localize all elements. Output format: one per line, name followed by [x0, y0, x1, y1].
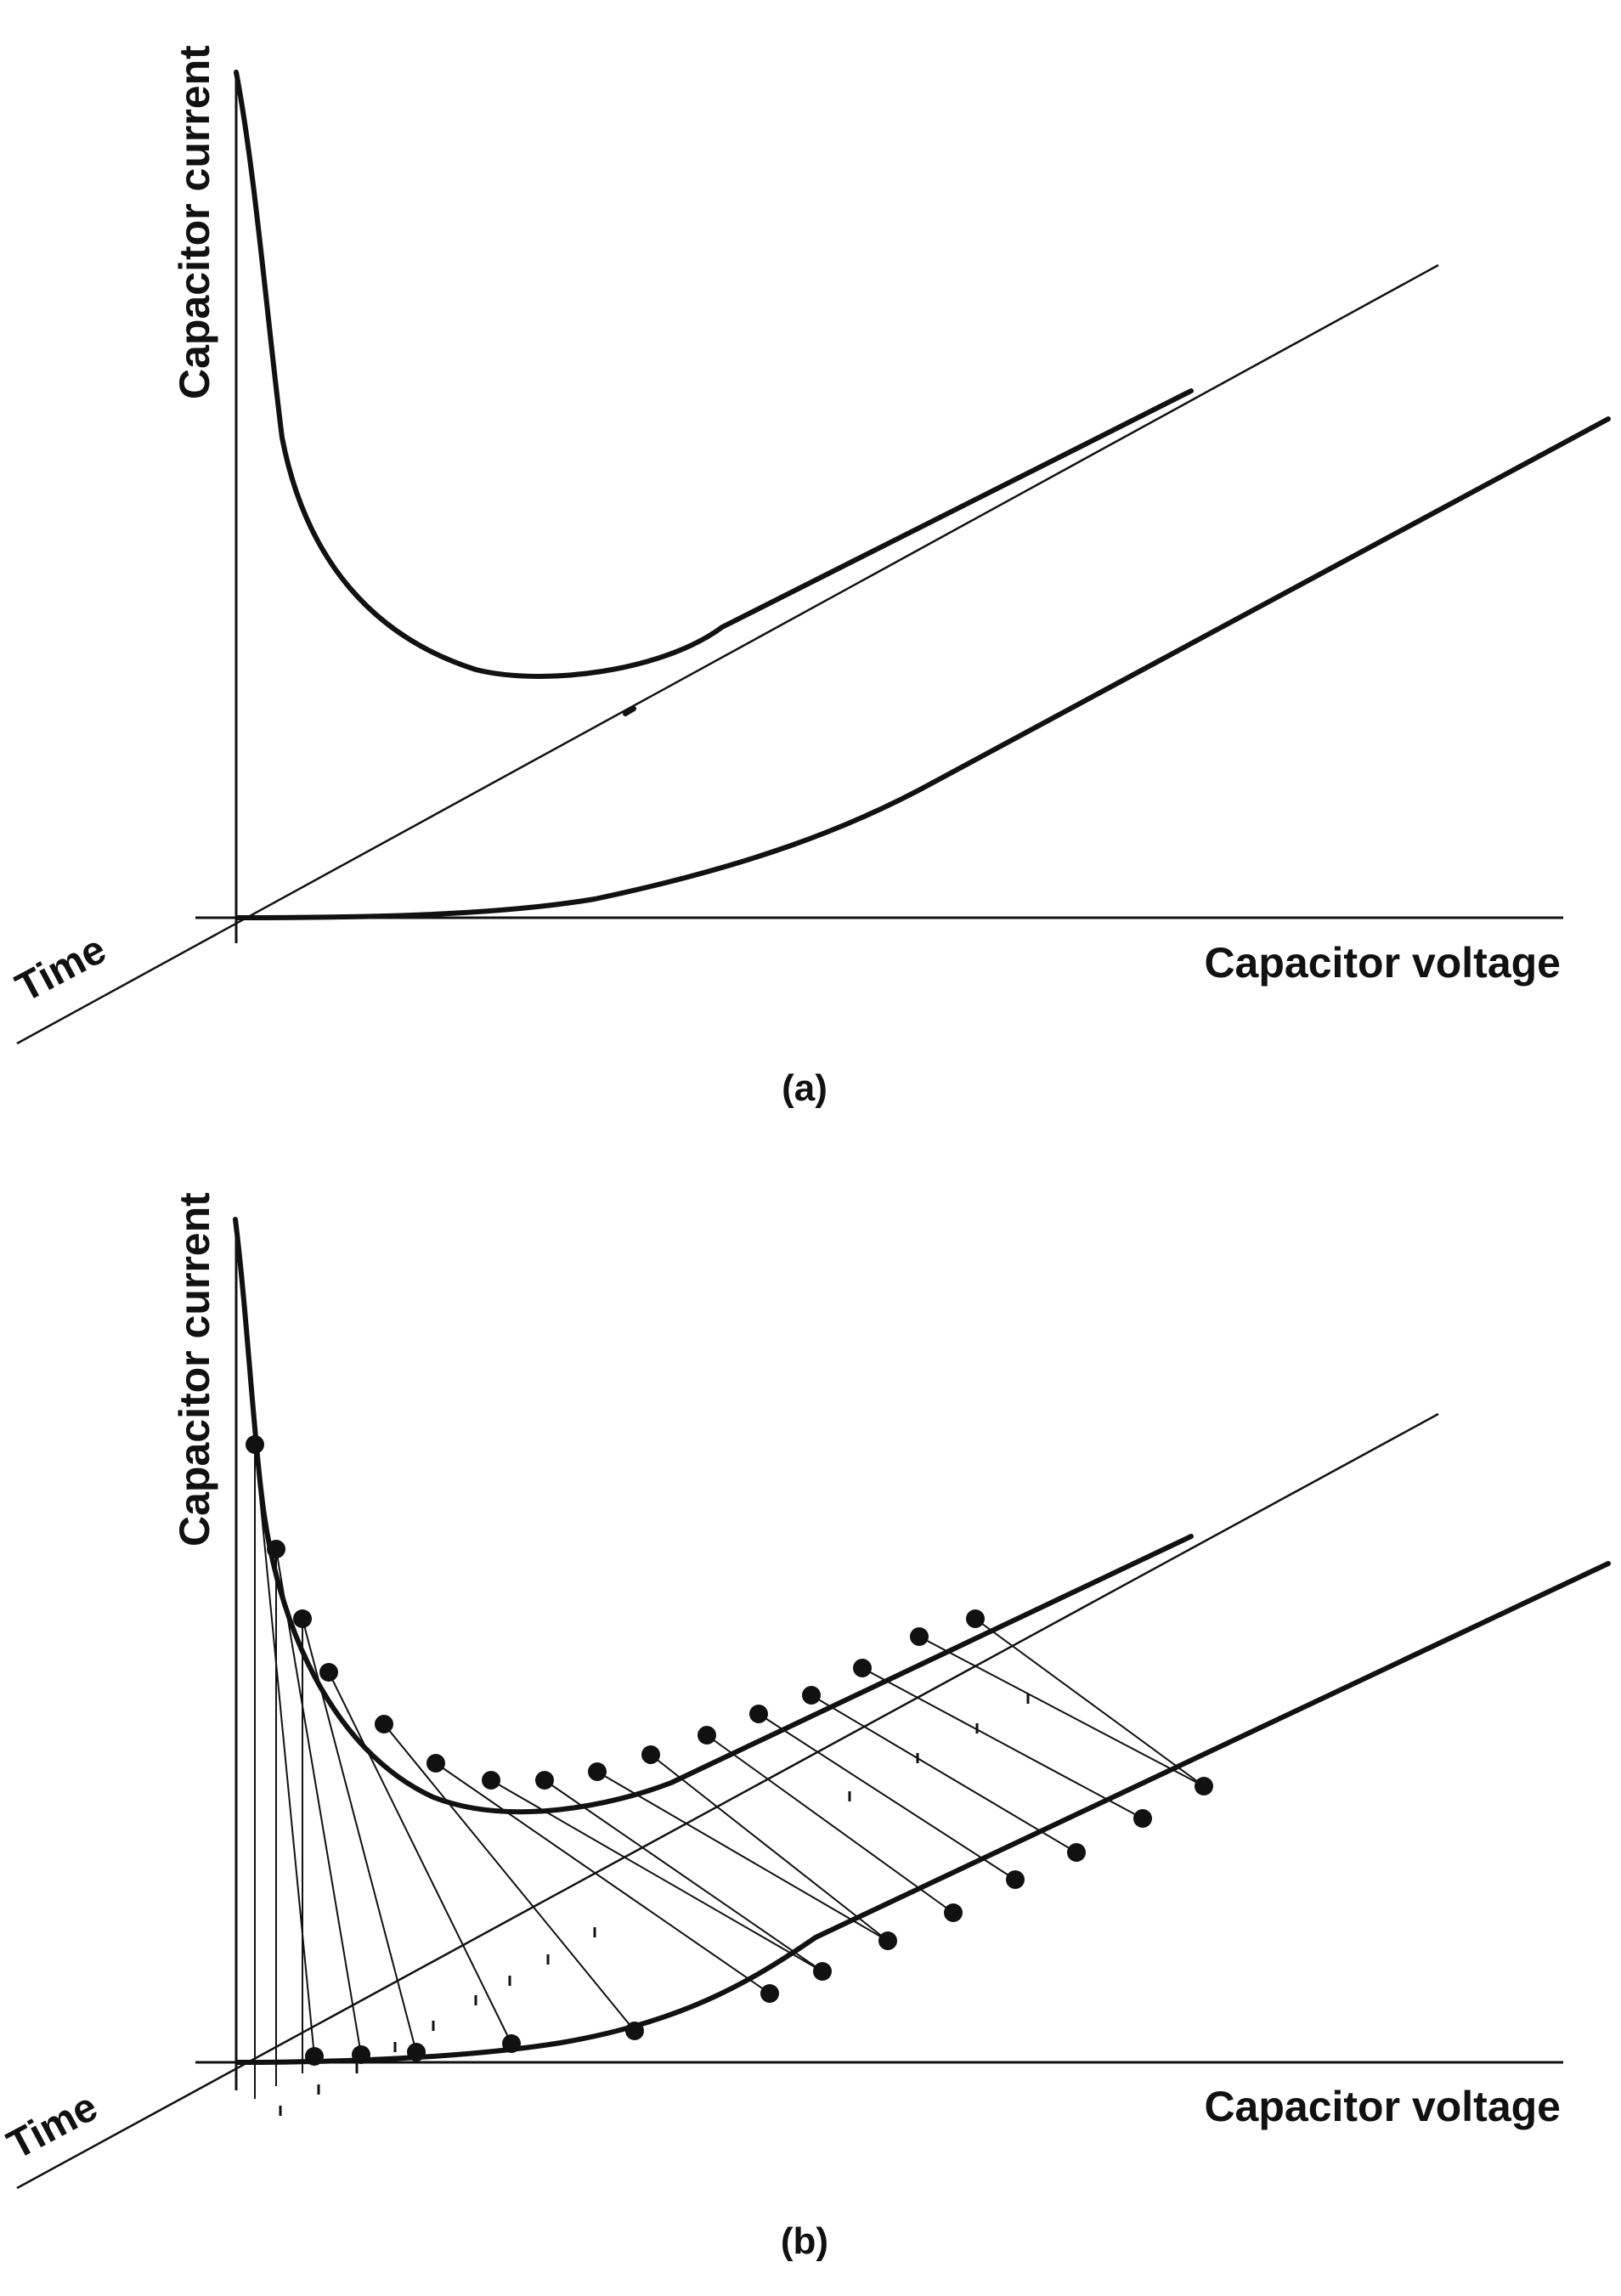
voltage-axis-label: Capacitor voltage — [1204, 2083, 1561, 2130]
sample-point — [878, 1931, 897, 1950]
connecting-lines — [254, 1444, 1205, 2099]
sample-point — [502, 2034, 521, 2053]
sample-point — [1195, 1777, 1213, 1796]
connecting-line — [328, 1671, 512, 2044]
current-axis-label: Capacitor current — [171, 45, 218, 399]
time-voltage-tick — [623, 706, 636, 716]
connecting-line — [758, 1713, 1016, 1880]
connecting-line — [544, 1779, 823, 1972]
sample-point — [1067, 1843, 1086, 1862]
sample-point — [966, 1609, 985, 1628]
sample-point — [426, 1754, 445, 1773]
sample-point — [853, 1659, 872, 1677]
panel-a: Capacitor current Capacitor voltage Time… — [8, 45, 1611, 1109]
sample-point — [813, 1962, 832, 1981]
connecting-line — [810, 1694, 1077, 1853]
sample-point — [352, 2045, 370, 2064]
time-axis — [16, 1412, 1439, 2190]
current-axis-label: Capacitor current — [171, 1192, 218, 1547]
connecting-line — [650, 1754, 889, 1942]
panel-b: Capacitor current Capacitor voltage Time… — [0, 1192, 1611, 2262]
connecting-line — [596, 1771, 889, 1942]
current-voltage-curve — [235, 416, 1611, 920]
time-axis — [16, 263, 1439, 1045]
sample-point — [482, 1771, 500, 1790]
sample-point — [1133, 1809, 1152, 1828]
sample-point — [1006, 1870, 1025, 1889]
sample-points — [246, 1435, 1213, 2066]
sample-point — [319, 1663, 338, 1682]
connecting-line — [254, 1444, 315, 2057]
projected-current-curve — [234, 70, 1194, 679]
projected-current-curve — [233, 1217, 1194, 1815]
current-voltage-curve — [235, 1561, 1611, 2065]
sample-point — [305, 2047, 324, 2066]
time-ticks — [279, 1694, 1030, 2116]
sample-point — [749, 1705, 768, 1723]
panel-caption-a: (a) — [782, 1067, 827, 1109]
connecting-line — [918, 1636, 1205, 1787]
sample-point — [802, 1686, 821, 1705]
sample-point — [246, 1435, 264, 1454]
sample-point — [698, 1726, 716, 1745]
sample-point — [760, 1984, 779, 2003]
sample-point — [293, 1609, 312, 1628]
sample-point — [407, 2043, 426, 2061]
voltage-axis-label: Capacitor voltage — [1204, 939, 1561, 987]
time-axis-label: Time — [0, 2084, 104, 2169]
sample-point — [267, 1540, 285, 1558]
connecting-line — [435, 1762, 771, 1994]
sample-point — [535, 1771, 554, 1790]
sample-point — [588, 1762, 607, 1781]
connecting-line — [861, 1667, 1144, 1819]
connecting-line — [706, 1734, 954, 1914]
connecting-line — [383, 1723, 635, 2032]
connecting-line — [974, 1618, 1205, 1787]
sample-point — [625, 2022, 644, 2040]
connecting-line — [275, 1548, 362, 2056]
sample-point — [944, 1903, 963, 1922]
panel-caption-b: (b) — [781, 2220, 828, 2262]
sample-point — [641, 1745, 660, 1764]
sample-point — [375, 1715, 393, 1733]
sample-point — [910, 1627, 929, 1646]
